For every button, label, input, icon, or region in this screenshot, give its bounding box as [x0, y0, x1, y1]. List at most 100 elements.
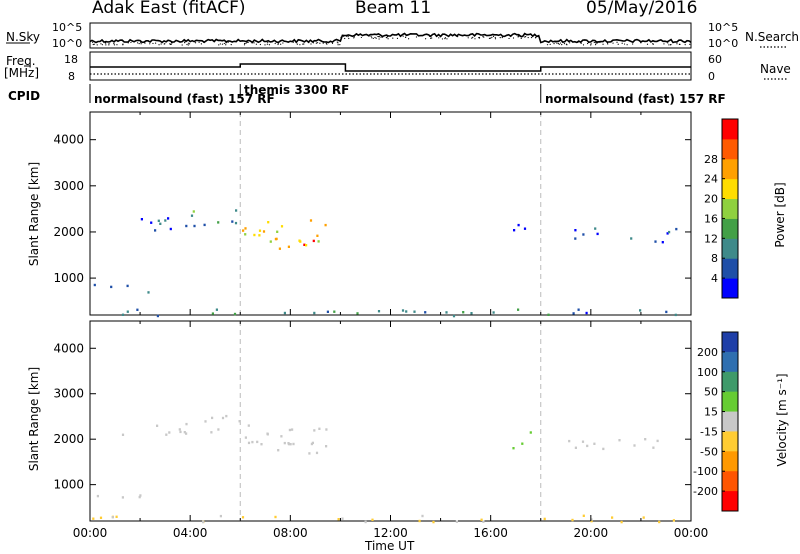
nsearch-point	[96, 44, 98, 46]
nsearch-point	[512, 37, 515, 39]
data-cell	[121, 496, 124, 499]
data-cell	[221, 416, 225, 420]
nsearch-point	[488, 37, 491, 39]
data-cell	[364, 520, 367, 524]
data-cell	[633, 444, 636, 447]
data-cell	[315, 451, 319, 455]
nsearch-point	[408, 38, 410, 40]
data-cell	[256, 440, 259, 444]
data-cell	[287, 245, 290, 248]
data-cell	[289, 443, 292, 446]
nsearch-point	[245, 42, 247, 44]
nsearch-point	[520, 36, 522, 38]
data-cell	[244, 227, 247, 230]
nsearch-point	[380, 36, 382, 38]
nsearch-point	[535, 37, 537, 39]
ytick-label: 3000	[53, 179, 84, 193]
nsearch-point	[108, 44, 110, 46]
nsearch-point	[520, 37, 522, 39]
xtick-label: 08:00	[273, 526, 308, 540]
data-cell	[298, 239, 301, 242]
data-cell	[377, 310, 381, 313]
data-cell	[150, 221, 153, 224]
velocity-panel: 1000 2000 3000 4000 200 100 50 15 -15 -50 -100 -200	[53, 320, 739, 524]
data-cell	[204, 420, 207, 423]
data-cell	[305, 244, 308, 247]
freq-tick-top: 18	[64, 53, 78, 66]
colorbar-bin	[722, 332, 738, 353]
data-cell	[455, 520, 458, 523]
data-cell	[324, 223, 327, 227]
nsearch-point	[96, 41, 98, 43]
data-cell	[675, 227, 678, 231]
data-cell	[574, 446, 577, 449]
nsearch-point	[186, 43, 188, 46]
nsearch-point	[316, 42, 319, 44]
nsearch-point	[348, 37, 350, 40]
data-cell	[121, 433, 125, 436]
data-cell	[574, 237, 577, 240]
nsearch-point	[292, 41, 294, 43]
nsearch-point	[494, 36, 496, 39]
nsearch-point	[322, 42, 324, 44]
data-cell	[167, 217, 170, 220]
nsearch-point	[483, 36, 485, 38]
nsearch-point	[326, 43, 328, 45]
nsearch-point	[113, 44, 116, 46]
nsearch-point	[360, 36, 362, 39]
nsearch-point	[255, 43, 257, 45]
data-cell	[672, 519, 675, 522]
data-cell	[543, 517, 546, 521]
nsearch-point	[559, 42, 562, 44]
station-title: Adak East (fitACF)	[92, 0, 246, 18]
nsearch-point	[387, 38, 389, 40]
nsearch-point	[667, 42, 669, 44]
nsky-label: N.Sky	[6, 30, 41, 44]
nsearch-point	[158, 44, 160, 46]
ytick-label: 4000	[53, 133, 84, 147]
data-cell	[593, 442, 596, 445]
nsearch-tick-top: 10^5	[708, 21, 739, 34]
nsearch-point	[386, 35, 389, 38]
nsearch-tick-bottom: 10^0	[708, 37, 739, 50]
data-cell	[247, 441, 251, 445]
nsearch-point	[187, 42, 189, 44]
data-cell	[405, 310, 408, 313]
data-cell	[630, 237, 633, 240]
data-cell	[211, 416, 214, 420]
nsearch-point	[626, 44, 628, 46]
nsearch-point	[499, 37, 501, 39]
colorbar-tick-label: 50	[704, 386, 718, 399]
nsearch-point	[353, 36, 355, 38]
data-cell	[288, 428, 291, 432]
nave-tick-bottom: 0	[708, 70, 715, 83]
nsearch-point	[267, 41, 269, 44]
data-cell	[585, 311, 588, 315]
colorbar-tick-label: -200	[693, 485, 718, 498]
nsearch-point	[225, 42, 227, 44]
nsearch-point	[277, 43, 279, 46]
colorbar-bin	[722, 351, 738, 373]
data-cell	[126, 284, 129, 288]
nsearch-point	[580, 41, 582, 44]
data-cell	[547, 313, 550, 316]
cpid-label: CPID	[8, 89, 41, 103]
nsearch-point	[490, 37, 492, 39]
nsearch-point	[251, 42, 253, 44]
data-cell	[283, 311, 286, 315]
data-cell	[470, 312, 473, 315]
nsearch-point	[590, 43, 592, 45]
nsearch-point	[116, 44, 118, 46]
data-cell	[480, 518, 483, 521]
nsearch-point	[530, 36, 533, 39]
nsearch-point	[668, 44, 670, 46]
data-cell	[238, 420, 241, 423]
data-cell	[513, 229, 516, 232]
data-cell	[219, 514, 222, 518]
data-cell	[203, 223, 206, 227]
nsearch-point	[223, 42, 225, 45]
data-cell	[217, 428, 220, 431]
nsearch-point	[587, 42, 589, 45]
nsearch-point	[144, 42, 146, 44]
colorbar-bin	[722, 158, 738, 180]
